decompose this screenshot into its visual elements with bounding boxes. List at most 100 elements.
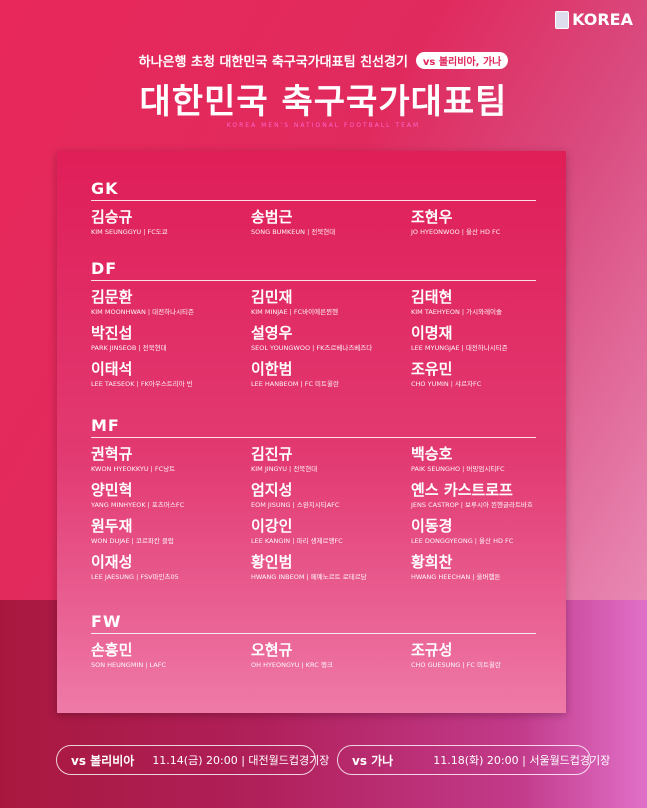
player-grid: 김승규 KIM SEUNGGYU | FC도쿄 송범근 SONG BUMKEUN | …	[91, 208, 536, 237]
player-item: 조규성 CHO GUESUNG | FC 미트윌란	[411, 641, 536, 670]
player-name-club: SONG BUMKEUN | 전북현대	[251, 228, 336, 236]
player-item: 손흥민 SON HEUNGMIN | LAFC	[91, 641, 251, 670]
player-name-ko: 이동경	[411, 517, 453, 535]
player-name-ko: 황인범	[251, 553, 293, 571]
section-heading: DF	[91, 259, 536, 281]
player-name-ko: 이명재	[411, 324, 453, 342]
player-item: 이강인 LEE KANGIN | 파리 생제르맹FC	[251, 517, 411, 546]
player-name-club: KIM MOONHWAN | 대전하나시티즌	[91, 308, 195, 316]
player-name-ko: 황희찬	[411, 553, 453, 571]
player-name-ko: 원두재	[91, 517, 133, 535]
player-item: 이재성 LEE JAESUNG | FSV마인츠05	[91, 553, 251, 582]
player-name-club: HWANG HEECHAN | 울버햄튼	[411, 573, 501, 581]
player-name-ko: 이재성	[91, 553, 133, 571]
player-item: 황인범 HWANG INBEOM | 페예노르트 로테르담	[251, 553, 411, 582]
player-item: 이명재 LEE MYUNGJAE | 대전하나시티즌	[411, 324, 536, 353]
player-item: 김진규 KIM JINGYU | 전북현대	[251, 445, 411, 474]
player-name-ko: 김진규	[251, 445, 293, 463]
player-name-club: HWANG INBEOM | 페예노르트 로테르담	[251, 573, 367, 581]
player-name-ko: 김승규	[91, 208, 133, 226]
kfa-emblem-icon	[555, 10, 570, 29]
match-info: 11.14(금) 20:00 | 대전월드컵경기장	[152, 754, 330, 767]
player-name-club: LEE DONGGYEONG | 울산 HD FC	[411, 537, 514, 545]
player-name-ko: 송범근	[251, 208, 293, 226]
page-title: 대한민국 축구국가대표팀	[139, 82, 508, 122]
player-name-ko: 조현우	[411, 208, 453, 226]
player-item: 김민재 KIM MINJAE | FC바이에른뮌헨	[251, 288, 411, 317]
player-item: 권혁규 KWON HYEOKKYU | FC낭트	[91, 445, 251, 474]
player-item: 양민혁 YANG MINHYEOK | 포츠머스FC	[91, 481, 251, 510]
player-name-ko: 백승호	[411, 445, 453, 463]
player-name-ko: 손흥민	[91, 641, 133, 659]
player-name-club: SON HEUNGMIN | LAFC	[91, 661, 167, 669]
player-name-ko: 설영우	[251, 324, 293, 342]
player-grid: 손흥민 SON HEUNGMIN | LAFC 오현규 OH HYEONGYU | K…	[91, 641, 536, 670]
player-item: 송범근 SONG BUMKEUN | 전북현대	[251, 208, 411, 237]
player-item: 백승호 PAIK SEUNGHO | 버밍엄시티FC	[411, 445, 536, 474]
player-item: 원두재 WON DUJAE | 코르파칸 클럽	[91, 517, 251, 546]
section-heading: MF	[91, 416, 536, 438]
player-grid: 김문환 KIM MOONHWAN | 대전하나시티즌 김민재 KIM MINJAE |…	[91, 288, 536, 389]
player-name-club: LEE TAESEOK | FK아우스트리아 빈	[91, 380, 193, 388]
player-name-ko: 이태석	[91, 360, 133, 378]
player-name-club: LEE KANGIN | 파리 생제르맹FC	[251, 537, 343, 545]
section-fw: FW 손흥민 SON HEUNGMIN | LAFC 오현규 OH HYEONGYU |…	[91, 612, 536, 670]
section-df: DF 김문환 KIM MOONHWAN | 대전하나시티즌 김민재 KIM MINJAE…	[91, 259, 536, 389]
page-title-en: KOREA MEN'S NATIONAL FOOTBALL TEAM	[226, 122, 421, 129]
match-info: 11.18(화) 20:00 | 서울월드컵경기장	[433, 754, 611, 767]
player-name-ko: 옌스 카스트로프	[411, 481, 513, 499]
player-item: 이한범 LEE HANBEOM | FC 미트윌란	[251, 360, 411, 389]
player-name-ko: 박진섭	[91, 324, 133, 342]
player-item: 오현규 OH HYEONGYU | KRC 헹크	[251, 641, 411, 670]
player-name-club: YANG MINHYEOK | 포츠머스FC	[91, 501, 185, 509]
player-name-ko: 오현규	[251, 641, 293, 659]
player-item: 황희찬 HWANG HEECHAN | 울버햄튼	[411, 553, 536, 582]
player-item: 김태현 KIM TAEHYEON | 가시와레이솔	[411, 288, 536, 317]
player-name-club: CHO GUESUNG | FC 미트윌란	[411, 661, 501, 669]
player-name-club: KIM MINJAE | FC바이에른뮌헨	[251, 308, 339, 316]
match-ghana: vs 가나 11.18(화) 20:00 | 서울월드컵경기장	[337, 745, 610, 775]
player-item: 김승규 KIM SEUNGGYU | FC도쿄	[91, 208, 251, 237]
subtitle-text: 하나은행 초청 대한민국 축구국가대표팀 친선경기	[138, 55, 408, 70]
player-name-club: KIM SEUNGGYU | FC도쿄	[91, 228, 168, 236]
player-item: 박진섭 PARK JINSEOB | 전북현대	[91, 324, 251, 353]
player-name-ko: 김문환	[91, 288, 133, 306]
section-mf: MF 권혁규 KWON HYEOKKYU | FC낭트 김진규 KIM JINGYU |…	[91, 416, 536, 582]
player-name-ko: 이강인	[251, 517, 293, 535]
player-name-club: OH HYEONGYU | KRC 헹크	[251, 661, 333, 669]
player-name-ko: 조규성	[411, 641, 453, 659]
player-name-club: JENS CASTROP | 보루시아 묀헨글라트바흐	[411, 501, 533, 509]
player-item: 조유민 CHO YUMIN | 샤르자FC	[411, 360, 536, 389]
player-name-ko: 이한범	[251, 360, 293, 378]
player-name-club: PARK JINSEOB | 전북현대	[91, 344, 167, 352]
player-name-ko: 조유민	[411, 360, 453, 378]
match-bolivia: vs 볼리비아 11.14(금) 20:00 | 대전월드컵경기장	[56, 745, 329, 775]
player-name-club: PAIK SEUNGHO | 버밍엄시티FC	[411, 465, 505, 473]
player-name-ko: 양민혁	[91, 481, 133, 499]
player-item: 설영우 SEOL YOUNGWOO | FK즈르베나즈베즈다	[251, 324, 411, 353]
match-opponent: vs 가나	[352, 753, 394, 768]
player-name-club: KIM TAEHYEON | 가시와레이솔	[411, 308, 503, 316]
player-item: 옌스 카스트로프 JENS CASTROP | 보루시아 묀헨글라트바흐	[411, 481, 536, 510]
player-name-club: LEE HANBEOM | FC 미트윌란	[251, 380, 339, 388]
section-heading: FW	[91, 612, 536, 634]
player-item: 김문환 KIM MOONHWAN | 대전하나시티즌	[91, 288, 251, 317]
section-heading: GK	[91, 179, 536, 201]
player-name-club: LEE MYUNGJAE | 대전하나시티즌	[411, 344, 508, 352]
player-name-club: SEOL YOUNGWOO | FK즈르베나즈베즈다	[251, 344, 373, 352]
player-name-ko: 엄지성	[251, 481, 293, 499]
opponents-badge: vs 볼리비아, 가나	[415, 52, 509, 69]
brand-text: KOREA	[572, 10, 633, 29]
roster-card: GK 김승규 KIM SEUNGGYU | FC도쿄 송범근 SONG BUMKEUN …	[57, 151, 566, 713]
player-name-ko: 김민재	[251, 288, 293, 306]
player-name-club: EOM JISUNG | 스완지시티AFC	[251, 501, 340, 509]
player-name-club: KWON HYEOKKYU | FC낭트	[91, 465, 176, 473]
match-opponent: vs 볼리비아	[71, 753, 135, 768]
player-name-club: KIM JINGYU | 전북현대	[251, 465, 318, 473]
player-item: 이태석 LEE TAESEOK | FK아우스트리아 빈	[91, 360, 251, 389]
player-item: 엄지성 EOM JISUNG | 스완지시티AFC	[251, 481, 411, 510]
player-grid: 권혁규 KWON HYEOKKYU | FC낭트 김진규 KIM JINGYU | 전…	[91, 445, 536, 582]
section-gk: GK 김승규 KIM SEUNGGYU | FC도쿄 송범근 SONG BUMKEUN …	[91, 179, 536, 237]
kfa-logo: KOREA	[555, 10, 633, 29]
player-name-club: JO HYEONWOO | 울산 HD FC	[411, 228, 501, 236]
